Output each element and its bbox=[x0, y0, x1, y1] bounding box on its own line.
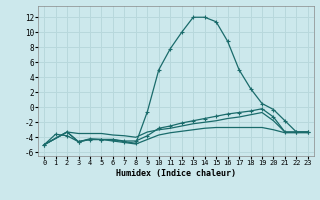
X-axis label: Humidex (Indice chaleur): Humidex (Indice chaleur) bbox=[116, 169, 236, 178]
